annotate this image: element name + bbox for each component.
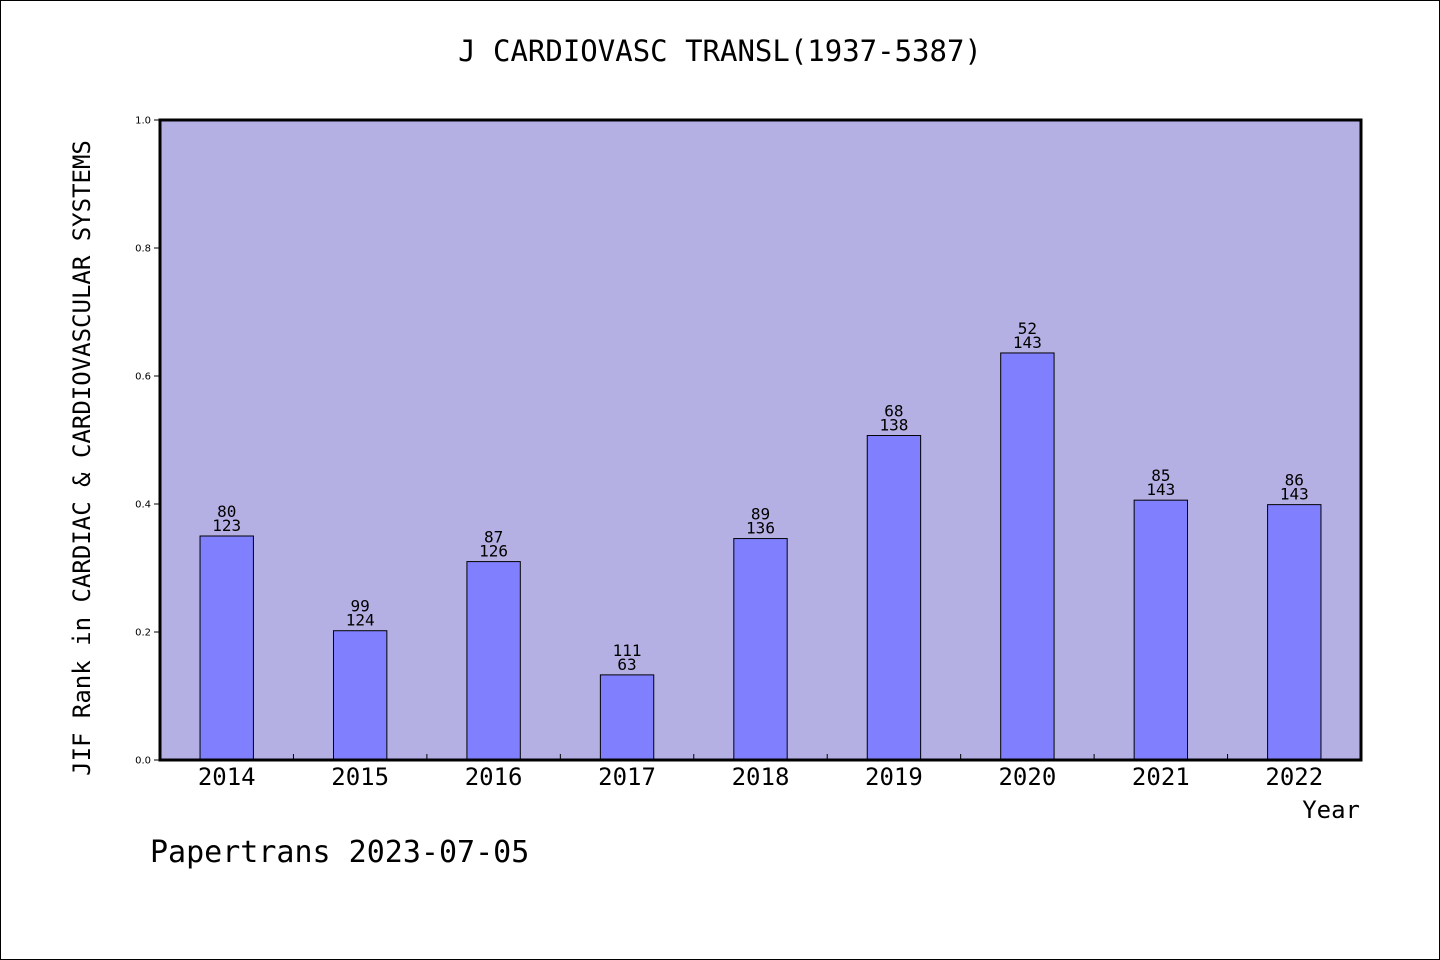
bar-label-rank: 111 (613, 641, 642, 660)
x-tick-label: 2022 (1265, 763, 1323, 791)
bar-label-total: 123 (212, 516, 241, 535)
bar-label-rank: 89 (751, 505, 770, 524)
bar-label-rank: 99 (351, 597, 370, 616)
x-tick-label: 2018 (732, 763, 790, 791)
y-tick-label: 0.8 (135, 244, 151, 255)
x-axis-label: Year (1302, 796, 1360, 824)
bar-label-rank: 87 (484, 528, 503, 547)
bar (199, 535, 254, 761)
bar (332, 630, 388, 761)
bar (599, 674, 655, 761)
bar (733, 538, 788, 761)
x-tick-label: 2020 (998, 763, 1056, 791)
bar-label-rank: 52 (1018, 319, 1037, 338)
bar-label-total: 143 (1146, 480, 1175, 499)
x-tick-label: 2015 (331, 763, 389, 791)
bar-label-total: 126 (479, 542, 508, 561)
bar (1133, 499, 1189, 761)
bar (866, 435, 922, 761)
chart-title: J CARDIOVASC TRANSL(1937-5387) (458, 34, 982, 68)
bar-label-total: 63 (617, 655, 636, 674)
footer-credit: Papertrans 2023-07-05 (150, 835, 530, 870)
x-tick-label: 2017 (598, 763, 656, 791)
bar-label-rank: 86 (1285, 471, 1304, 490)
y-tick-label: 0.0 (135, 756, 151, 767)
bar-label-total: 143 (1280, 485, 1309, 504)
bar-label-total: 138 (879, 416, 908, 435)
bar-label-total: 136 (746, 519, 775, 538)
bar (1000, 352, 1055, 761)
y-tick-label: 1.0 (135, 116, 151, 127)
bar-label-rank: 68 (884, 402, 903, 421)
bar-label-total: 143 (1013, 333, 1042, 352)
y-tick-label: 0.6 (135, 372, 151, 383)
bar-label-rank: 80 (217, 502, 236, 521)
bar-label-total: 124 (346, 611, 375, 630)
x-tick-label: 2021 (1132, 763, 1190, 791)
y-tick-label: 0.4 (135, 500, 151, 511)
bar (1267, 504, 1322, 761)
bar-label-rank: 85 (1151, 466, 1170, 485)
x-tick-label: 2014 (198, 763, 256, 791)
x-tick-label: 2016 (465, 763, 523, 791)
plot-border (158, 118, 1363, 762)
bar (466, 561, 521, 761)
y-tick-label: 0.2 (135, 628, 151, 639)
x-tick-label: 2019 (865, 763, 923, 791)
